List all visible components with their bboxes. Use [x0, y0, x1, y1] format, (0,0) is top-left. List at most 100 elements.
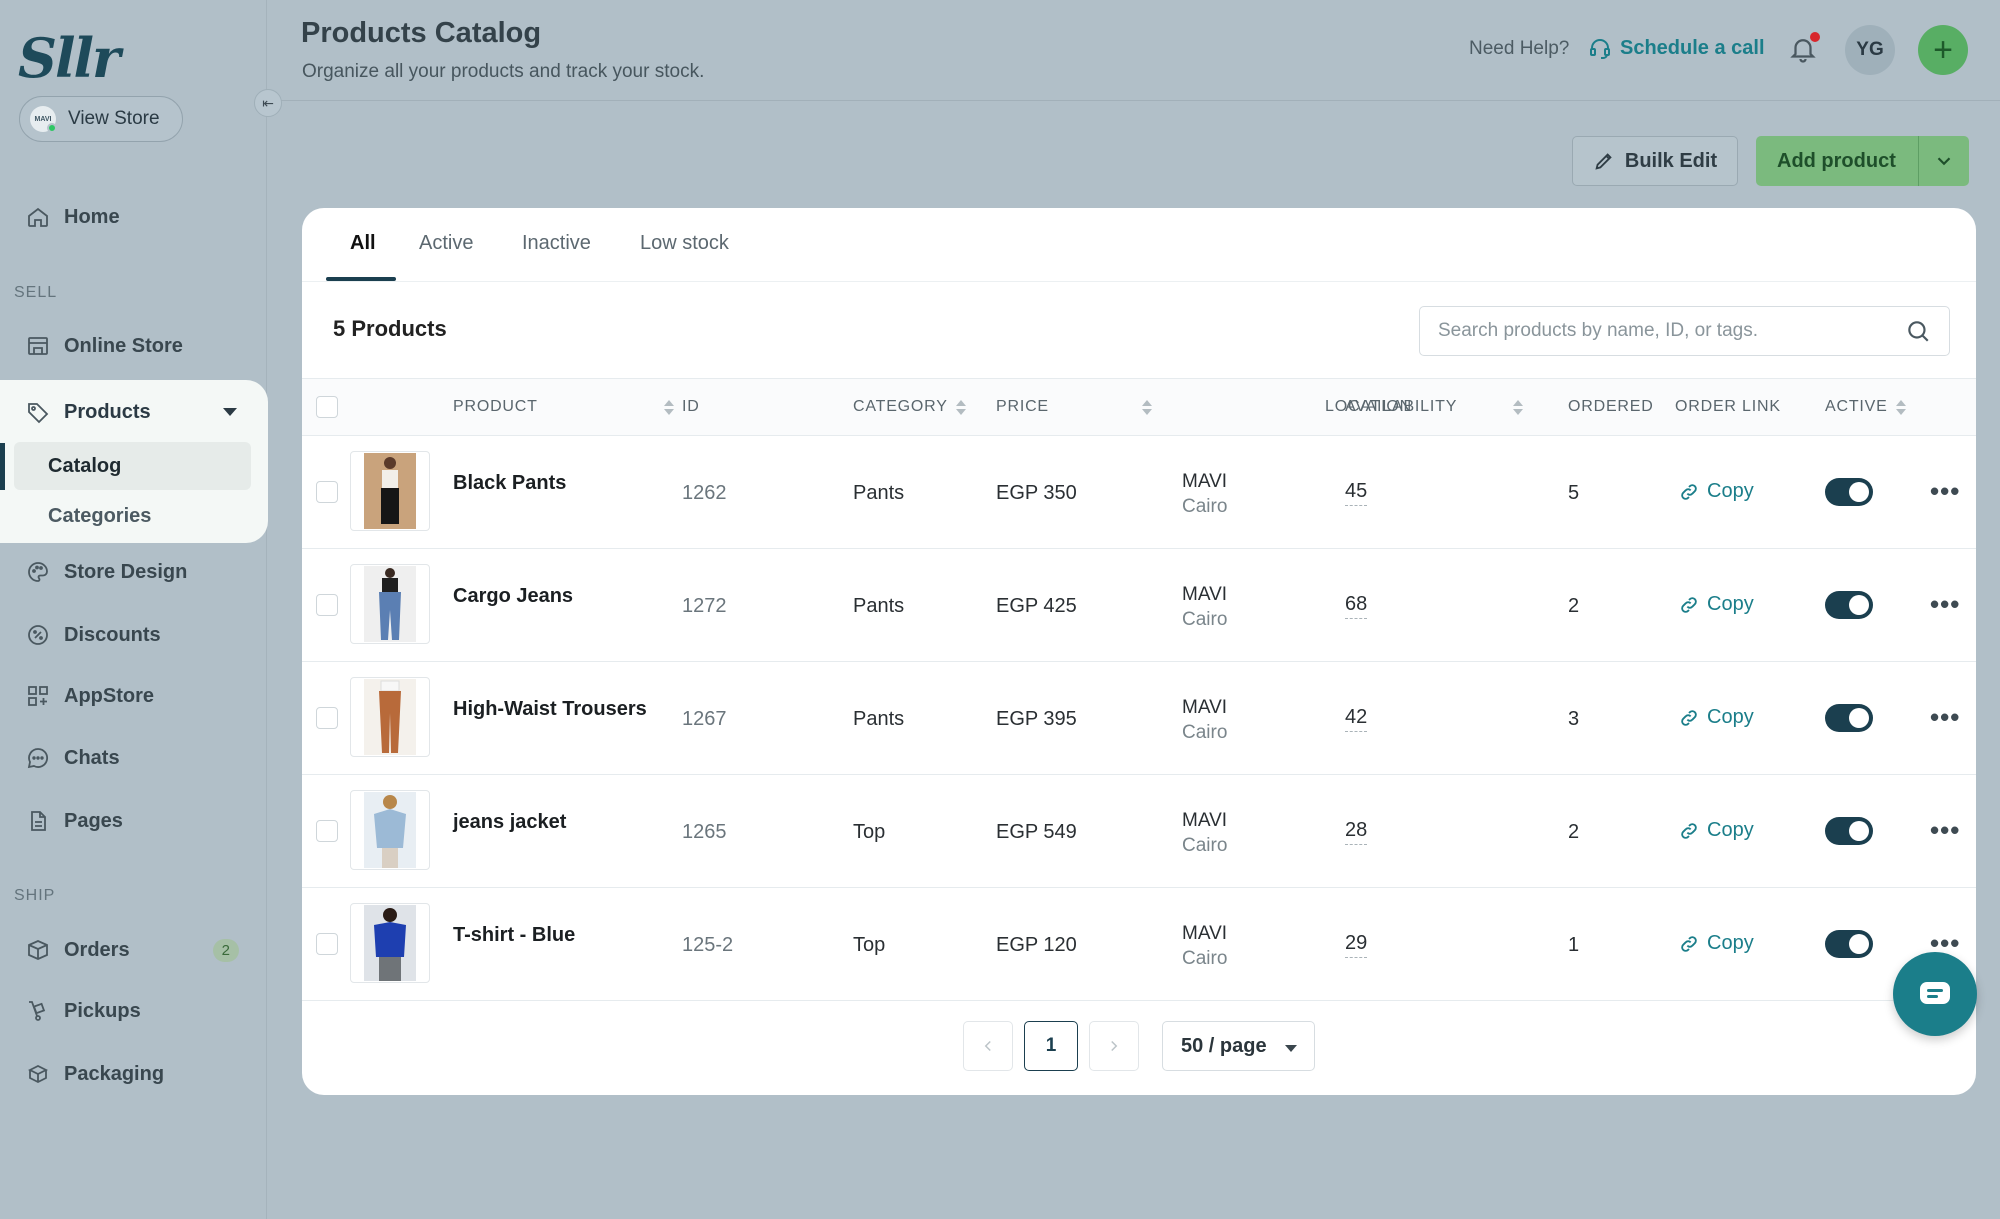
table-row[interactable]: High-Waist Trousers 1267 Pants EGP 395 M…: [302, 662, 1976, 775]
add-product-dropdown[interactable]: [1918, 136, 1969, 186]
column-header-product[interactable]: PRODUCT: [453, 398, 674, 416]
collapse-sidebar-icon[interactable]: ⇤: [254, 89, 282, 117]
column-header-category[interactable]: CATEGORY: [853, 398, 966, 416]
brand-logo[interactable]: Sllr: [18, 26, 120, 90]
product-name[interactable]: Cargo Jeans: [453, 585, 574, 607]
copy-label: Copy: [1707, 480, 1754, 502]
sidebar-item-pickups[interactable]: Pickups: [0, 987, 267, 1035]
column-label: AVAILABILITY: [1345, 398, 1458, 415]
tab-inactive[interactable]: Inactive: [522, 232, 591, 254]
schedule-call-link[interactable]: Schedule a call: [1588, 36, 1765, 60]
sort-icon[interactable]: [663, 399, 674, 415]
row-checkbox[interactable]: [316, 933, 338, 955]
sort-icon[interactable]: [1141, 399, 1152, 415]
product-image-icon: [364, 679, 416, 755]
column-label: ID: [682, 398, 700, 415]
column-label: CATEGORY: [853, 398, 948, 415]
sidebar-item-appstore[interactable]: AppStore: [0, 672, 267, 720]
copy-link-button[interactable]: Copy: [1679, 593, 1754, 616]
sidebar-item-packaging[interactable]: Packaging: [0, 1050, 267, 1098]
chat-icon: [27, 748, 49, 769]
store-avatar: MAVI: [30, 106, 57, 133]
row-checkbox[interactable]: [316, 481, 338, 503]
row-checkbox[interactable]: [316, 820, 338, 842]
more-options-icon[interactable]: •••: [1930, 702, 1961, 732]
chat-support-button[interactable]: [1893, 952, 1977, 1036]
table-row[interactable]: jeans jacket 1265 Top EGP 549 MAVI Cairo …: [302, 775, 1976, 888]
notifications-button[interactable]: [1788, 32, 1820, 69]
quick-add-button[interactable]: +: [1918, 25, 1968, 75]
discount-icon: [28, 625, 48, 645]
sort-icon[interactable]: [1895, 399, 1906, 415]
product-name[interactable]: T-shirt - Blue: [453, 924, 576, 946]
column-label: ORDERED: [1568, 398, 1654, 415]
product-availability[interactable]: 68: [1345, 593, 1368, 619]
sidebar-item-chats[interactable]: Chats: [0, 734, 267, 782]
view-store-button[interactable]: MAVI View Store: [19, 96, 183, 142]
active-toggle[interactable]: [1825, 817, 1873, 845]
column-header-active[interactable]: ACTIVE: [1825, 398, 1906, 416]
product-thumbnail[interactable]: [350, 451, 430, 531]
sidebar-subitem-categories[interactable]: Categories: [48, 504, 152, 527]
product-availability[interactable]: 45: [1345, 480, 1368, 506]
active-toggle[interactable]: [1825, 591, 1873, 619]
column-label: ORDER LINK: [1675, 398, 1781, 415]
sidebar-item-pages[interactable]: Pages: [0, 797, 267, 845]
page-number-button[interactable]: 1: [1024, 1021, 1078, 1071]
search-input[interactable]: [1438, 320, 1905, 342]
sidebar-item-home[interactable]: Home: [0, 193, 267, 241]
active-toggle[interactable]: [1825, 930, 1873, 958]
more-options-icon[interactable]: •••: [1930, 815, 1961, 845]
copy-link-button[interactable]: Copy: [1679, 706, 1754, 729]
sidebar-item-store-design[interactable]: Store Design: [0, 548, 267, 596]
sort-icon[interactable]: [1513, 399, 1524, 415]
add-product-button[interactable]: Add product: [1756, 136, 1969, 186]
column-header-price[interactable]: PRICE: [996, 398, 1152, 416]
product-name[interactable]: High-Waist Trousers: [453, 698, 647, 720]
more-options-icon[interactable]: •••: [1930, 476, 1961, 506]
table-row[interactable]: Cargo Jeans 1272 Pants EGP 425 MAVI Cairo…: [302, 549, 1976, 662]
active-toggle[interactable]: [1825, 704, 1873, 732]
row-checkbox[interactable]: [316, 594, 338, 616]
sidebar-subitem-catalog[interactable]: Catalog: [14, 442, 251, 490]
table-row[interactable]: Black Pants 1262 Pants EGP 350 MAVI Cairo…: [302, 436, 1976, 549]
user-avatar[interactable]: YG: [1845, 25, 1895, 75]
location-name: MAVI: [1182, 471, 1228, 492]
sidebar-item-discounts[interactable]: Discounts: [0, 611, 267, 659]
tab-active[interactable]: Active: [419, 232, 474, 254]
product-thumbnail[interactable]: [350, 677, 430, 757]
product-availability[interactable]: 28: [1345, 819, 1368, 845]
product-thumbnail[interactable]: [350, 564, 430, 644]
product-name[interactable]: jeans jacket: [453, 811, 567, 833]
tab-all[interactable]: All: [350, 232, 376, 254]
product-thumbnail[interactable]: [350, 790, 430, 870]
column-header-availability[interactable]: AVAILABILITY: [1345, 398, 1524, 416]
per-page-select[interactable]: 50 / page: [1162, 1021, 1315, 1071]
product-availability[interactable]: 29: [1345, 932, 1368, 958]
sidebar-item-online-store[interactable]: Online Store: [0, 322, 267, 370]
copy-link-button[interactable]: Copy: [1679, 480, 1754, 503]
product-availability[interactable]: 42: [1345, 706, 1368, 732]
location-city: Cairo: [1182, 496, 1228, 517]
select-all-checkbox[interactable]: [316, 396, 338, 418]
product-price: EGP 549: [996, 821, 1077, 843]
sort-icon[interactable]: [955, 399, 966, 415]
search-icon[interactable]: [1905, 318, 1931, 344]
sidebar-item-orders[interactable]: Orders 2: [0, 926, 267, 974]
sidebar-item-label: Home: [64, 205, 120, 228]
link-icon: [1681, 483, 1697, 500]
product-name[interactable]: Black Pants: [453, 472, 567, 494]
row-checkbox[interactable]: [316, 707, 338, 729]
sidebar-item-products[interactable]: Products: [0, 388, 267, 436]
product-thumbnail[interactable]: [350, 903, 430, 983]
next-page-button[interactable]: [1089, 1021, 1139, 1071]
tab-low-stock[interactable]: Low stock: [640, 232, 729, 254]
copy-link-button[interactable]: Copy: [1679, 932, 1754, 955]
active-toggle[interactable]: [1825, 478, 1873, 506]
copy-link-button[interactable]: Copy: [1679, 819, 1754, 842]
bulk-edit-button[interactable]: Builk Edit: [1572, 136, 1738, 186]
prev-page-button[interactable]: [963, 1021, 1013, 1071]
more-options-icon[interactable]: •••: [1930, 589, 1961, 619]
location-name: MAVI: [1182, 584, 1228, 605]
table-row[interactable]: T-shirt - Blue 125-2 Top EGP 120 MAVI Cai…: [302, 888, 1976, 1001]
